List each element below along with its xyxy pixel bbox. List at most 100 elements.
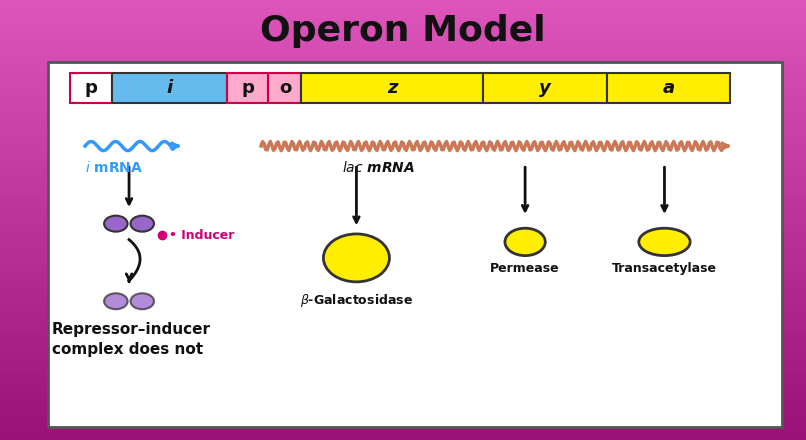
Bar — [0, 304, 806, 308]
Bar — [0, 4, 806, 9]
FancyBboxPatch shape — [111, 73, 227, 103]
Text: i: i — [166, 79, 172, 97]
Bar — [0, 22, 806, 26]
Bar — [0, 348, 806, 352]
Bar — [0, 334, 806, 339]
Bar — [0, 264, 806, 268]
FancyBboxPatch shape — [483, 73, 607, 103]
Bar — [0, 400, 806, 405]
Bar — [0, 224, 806, 229]
Bar — [0, 255, 806, 260]
Bar — [0, 106, 806, 110]
Bar — [0, 202, 806, 207]
Bar — [0, 70, 806, 75]
Bar — [0, 185, 806, 189]
Bar — [0, 251, 806, 255]
Bar — [0, 163, 806, 167]
Bar — [0, 361, 806, 365]
Bar — [0, 365, 806, 370]
Ellipse shape — [505, 228, 546, 256]
Text: a: a — [663, 79, 675, 97]
Text: $i$ mRNA: $i$ mRNA — [85, 160, 143, 175]
Bar — [0, 418, 806, 422]
Bar — [0, 378, 806, 383]
FancyBboxPatch shape — [70, 73, 111, 103]
Bar — [0, 409, 806, 414]
Text: $lac$ mRNA: $lac$ mRNA — [342, 160, 415, 175]
Bar — [0, 88, 806, 92]
Bar — [0, 176, 806, 180]
Text: o: o — [279, 79, 291, 97]
Bar — [0, 75, 806, 79]
FancyBboxPatch shape — [268, 73, 301, 103]
Bar — [0, 286, 806, 290]
Bar — [0, 13, 806, 18]
Bar — [0, 326, 806, 330]
Bar — [0, 282, 806, 286]
Bar — [0, 321, 806, 326]
Ellipse shape — [639, 228, 690, 256]
Bar — [0, 233, 806, 238]
Bar — [0, 57, 806, 62]
Ellipse shape — [323, 234, 389, 282]
Bar — [0, 150, 806, 154]
Bar — [0, 308, 806, 312]
Bar — [0, 414, 806, 418]
Bar — [0, 0, 806, 4]
Bar — [0, 431, 806, 436]
Bar — [0, 422, 806, 427]
Bar — [0, 356, 806, 361]
Bar — [0, 299, 806, 304]
Bar — [0, 352, 806, 356]
Bar — [0, 242, 806, 246]
Bar — [0, 317, 806, 321]
Bar — [0, 229, 806, 233]
Bar — [0, 18, 806, 22]
Bar — [0, 123, 806, 128]
Bar — [0, 198, 806, 202]
Bar — [0, 392, 806, 396]
Bar — [0, 216, 806, 220]
Bar — [0, 172, 806, 176]
Bar — [0, 53, 806, 57]
Ellipse shape — [104, 216, 127, 231]
FancyBboxPatch shape — [301, 73, 483, 103]
Bar — [0, 277, 806, 282]
Bar — [0, 396, 806, 400]
Bar — [0, 97, 806, 101]
Text: Permease: Permease — [490, 262, 560, 275]
Bar — [0, 66, 806, 70]
Bar — [0, 136, 806, 141]
Bar — [0, 48, 806, 53]
FancyBboxPatch shape — [607, 73, 730, 103]
Bar — [0, 220, 806, 224]
Bar — [0, 211, 806, 216]
Text: Transacetylase: Transacetylase — [612, 262, 717, 275]
Bar — [0, 290, 806, 295]
Bar — [0, 101, 806, 106]
Bar — [0, 383, 806, 387]
Bar — [0, 273, 806, 277]
Bar — [0, 132, 806, 136]
Text: p: p — [241, 79, 254, 97]
Text: y: y — [539, 79, 550, 97]
Bar — [0, 44, 806, 48]
Bar — [0, 158, 806, 163]
Bar — [0, 114, 806, 119]
Text: • Inducer: • Inducer — [169, 228, 235, 242]
Bar — [0, 110, 806, 114]
Bar — [0, 427, 806, 431]
Bar — [0, 268, 806, 273]
Bar — [0, 238, 806, 242]
Bar — [0, 145, 806, 150]
Bar — [0, 343, 806, 348]
Bar — [0, 62, 806, 66]
Bar — [0, 436, 806, 440]
Bar — [0, 370, 806, 374]
FancyBboxPatch shape — [227, 73, 268, 103]
Bar — [0, 189, 806, 194]
Bar — [0, 194, 806, 198]
Text: Repressor–inducer: Repressor–inducer — [52, 322, 211, 337]
Bar — [0, 330, 806, 334]
Text: complex does not: complex does not — [52, 342, 203, 357]
